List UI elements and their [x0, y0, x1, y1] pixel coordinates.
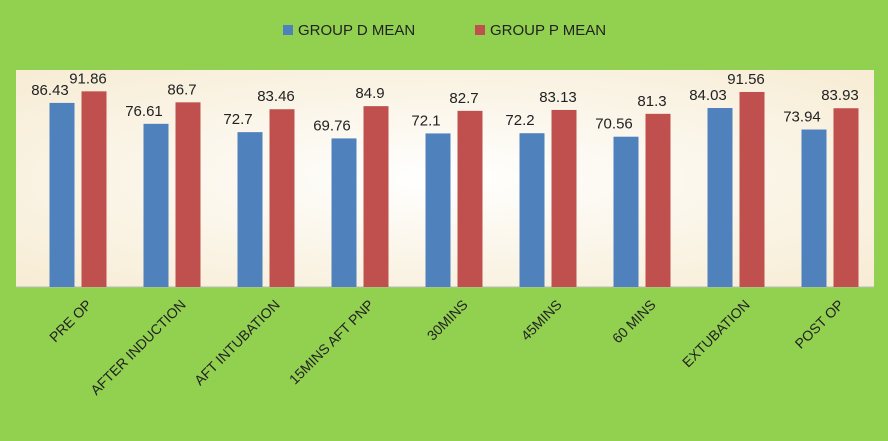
bar [519, 133, 545, 287]
value-label: 72.7 [223, 111, 252, 128]
legend-swatch [475, 25, 485, 35]
bar [49, 102, 75, 287]
value-label: 84.9 [355, 85, 384, 102]
bar [833, 108, 859, 288]
bar [425, 133, 451, 287]
value-label: 81.3 [637, 93, 666, 110]
value-label: 72.1 [411, 112, 440, 129]
value-label: 69.76 [313, 117, 351, 134]
legend-label: GROUP P MEAN [490, 22, 606, 39]
value-label: 84.03 [689, 87, 727, 104]
value-label: 76.61 [125, 103, 163, 120]
value-label: 70.56 [595, 116, 633, 133]
legend-swatch [283, 25, 293, 35]
legend-label: GROUP D MEAN [298, 22, 415, 39]
bar [645, 113, 671, 288]
bar [707, 108, 733, 287]
bar [739, 91, 765, 287]
bar [613, 136, 639, 287]
value-label: 83.46 [257, 88, 295, 105]
bar [551, 109, 577, 287]
value-label: 91.86 [69, 70, 107, 87]
bar [363, 106, 389, 288]
bar [81, 91, 107, 288]
value-label: 82.7 [449, 90, 478, 107]
value-label: 83.93 [821, 87, 859, 104]
bar [143, 123, 169, 287]
value-label: 86.7 [167, 81, 196, 98]
bar [801, 129, 827, 287]
value-label: 83.13 [539, 89, 577, 106]
bar [237, 132, 263, 287]
value-label: 73.94 [783, 108, 821, 125]
bar [175, 102, 201, 287]
value-label: 72.2 [505, 112, 534, 129]
value-label: 86.43 [31, 82, 69, 99]
bar [457, 110, 483, 287]
value-label: 91.56 [727, 71, 765, 88]
bar [331, 138, 357, 287]
bar [269, 109, 295, 288]
